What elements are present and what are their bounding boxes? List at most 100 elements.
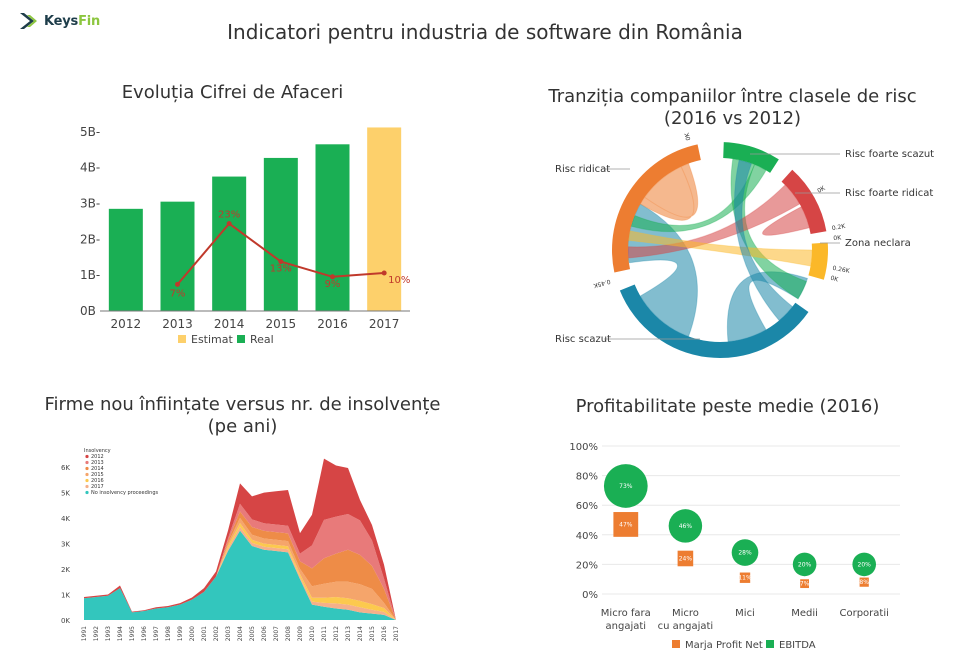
y-tick-label: 6K — [61, 464, 70, 472]
x-tick-label: 2010 — [309, 626, 316, 641]
growth-point — [381, 270, 387, 276]
growth-label: 10% — [388, 275, 410, 286]
area-2013 — [84, 503, 396, 620]
x-tick-label: Corporatii — [839, 608, 888, 619]
y-tick-label: 80% — [576, 472, 598, 483]
legend-ebitda: EBITDA — [779, 640, 816, 651]
marja-square — [800, 579, 809, 589]
x-tick-label: 2014 — [214, 317, 245, 331]
x-tick-label: 2017 — [393, 626, 400, 641]
ebitda-bubble — [603, 464, 648, 508]
bar-2013 — [160, 201, 195, 311]
x-tick-label: 1997 — [153, 626, 160, 641]
legend-real: Real — [250, 333, 274, 346]
x-tick-label: angajati — [606, 621, 647, 632]
legend-marja: Marja Profit Net — [685, 640, 763, 651]
bar-2012 — [108, 208, 143, 311]
bar-2017 — [367, 127, 402, 312]
x-tick-label: 2006 — [261, 626, 268, 641]
profit-chart-title: Profitabilitate peste medie (2016) — [575, 396, 880, 417]
x-tick-label: Micro fara — [601, 608, 651, 619]
legend-swatch — [85, 484, 89, 489]
legend-label: 2017 — [91, 484, 104, 490]
y-tick-label: 1B- — [80, 268, 100, 282]
growth-point — [330, 274, 335, 280]
ebitda-label: 20% — [858, 561, 872, 568]
x-tick-label: 1992 — [93, 626, 100, 641]
turnover-chart-title: Evoluția Cifrei de Afaceri — [121, 82, 344, 103]
callout-label: Risc ridicat — [555, 164, 610, 175]
ebitda-bubble — [792, 552, 817, 577]
y-tick-label: 0B — [80, 304, 96, 318]
legend-label: 2012 — [91, 454, 104, 460]
x-tick-label: Mici — [735, 608, 755, 619]
marja-square — [613, 512, 639, 537]
chord-tick-label: 0.45K — [592, 278, 612, 290]
chord-tick-label: 0K — [683, 131, 692, 141]
x-tick-label: 2011 — [321, 626, 328, 641]
chord-tick-label: 0.2K — [831, 223, 847, 232]
callout-label: Zona neclara — [845, 238, 911, 249]
x-tick-label: cu angajati — [658, 621, 714, 632]
legend-swatch-real — [237, 335, 245, 343]
legend-swatch-estimat — [178, 335, 186, 343]
x-tick-label: Medii — [791, 608, 818, 619]
growth-label: 13% — [270, 264, 292, 275]
risk-title-line1: Tranziția companiilor între clasele de r… — [548, 86, 917, 107]
ebitda-bubble — [668, 509, 703, 543]
profit-scatter-chart: 0% 20% 40% 60% 80% 100% 73% 47% Micro fara angaja… — [569, 442, 900, 651]
x-tick-label: 2001 — [201, 626, 208, 641]
chord-arc-risc-scazut — [619, 284, 809, 358]
growth-point — [175, 281, 180, 287]
ebitda-label: 28% — [738, 550, 752, 557]
x-tick-label: 2013 — [162, 317, 193, 331]
bar-2016 — [315, 144, 350, 311]
legend-label: 2013 — [91, 460, 104, 466]
x-tick-label: 2003 — [225, 626, 232, 641]
growth-point — [278, 259, 284, 265]
marja-square — [677, 550, 694, 567]
firms-title-line2: (pe ani) — [207, 416, 278, 437]
legend-swatch-ebitda — [766, 640, 774, 648]
area-2012 — [84, 458, 396, 620]
chord-tick-label: 0K — [833, 234, 842, 242]
bar-2014 — [212, 176, 247, 311]
growth-point — [226, 221, 232, 227]
y-tick-label: 1K — [61, 591, 70, 599]
callout-label: Risc foarte scazut — [845, 149, 934, 160]
y-tick-label: 20% — [576, 560, 598, 571]
marja-label: 24% — [679, 555, 693, 562]
ebitda-bubble — [852, 552, 876, 577]
area-2017 — [84, 526, 396, 620]
page-title: Indicatori pentru industria de software … — [227, 20, 743, 44]
x-tick-label: 2008 — [285, 626, 292, 641]
ebitda-label: 46% — [679, 523, 693, 530]
y-tick-label: 2K — [61, 566, 70, 574]
marja-square — [859, 577, 869, 587]
x-tick-label: 2002 — [213, 626, 220, 641]
x-tick-label: 2015 — [369, 626, 376, 641]
marja-square — [739, 572, 751, 583]
x-tick-label: 2000 — [189, 626, 196, 641]
chord-tick-label: 0.26K — [832, 265, 851, 275]
growth-label: 9% — [325, 279, 341, 290]
callout-label: Risc scazut — [555, 334, 611, 345]
legend-label: 2016 — [91, 478, 104, 484]
chord-arc-risc-foarte-scazut — [723, 142, 779, 173]
y-tick-label: 4K — [61, 515, 70, 523]
y-tick-label: 0% — [582, 590, 598, 601]
ebitda-label: 20% — [798, 561, 812, 568]
bar-2015 — [263, 157, 298, 311]
x-tick-label: 1995 — [129, 626, 136, 641]
legend-estimat: Estimat — [191, 333, 234, 346]
growth-label: 7% — [170, 288, 186, 299]
y-tick-label: 5B- — [80, 125, 100, 139]
legend-label: 2015 — [91, 472, 104, 478]
x-tick-label: 1994 — [117, 626, 124, 641]
x-tick-label: 1996 — [141, 626, 148, 641]
logo-text: KeysFin — [44, 13, 101, 29]
x-tick-label: 2005 — [249, 626, 256, 641]
x-tick-label: 1993 — [105, 626, 112, 641]
x-tick-label: 2004 — [237, 626, 244, 641]
